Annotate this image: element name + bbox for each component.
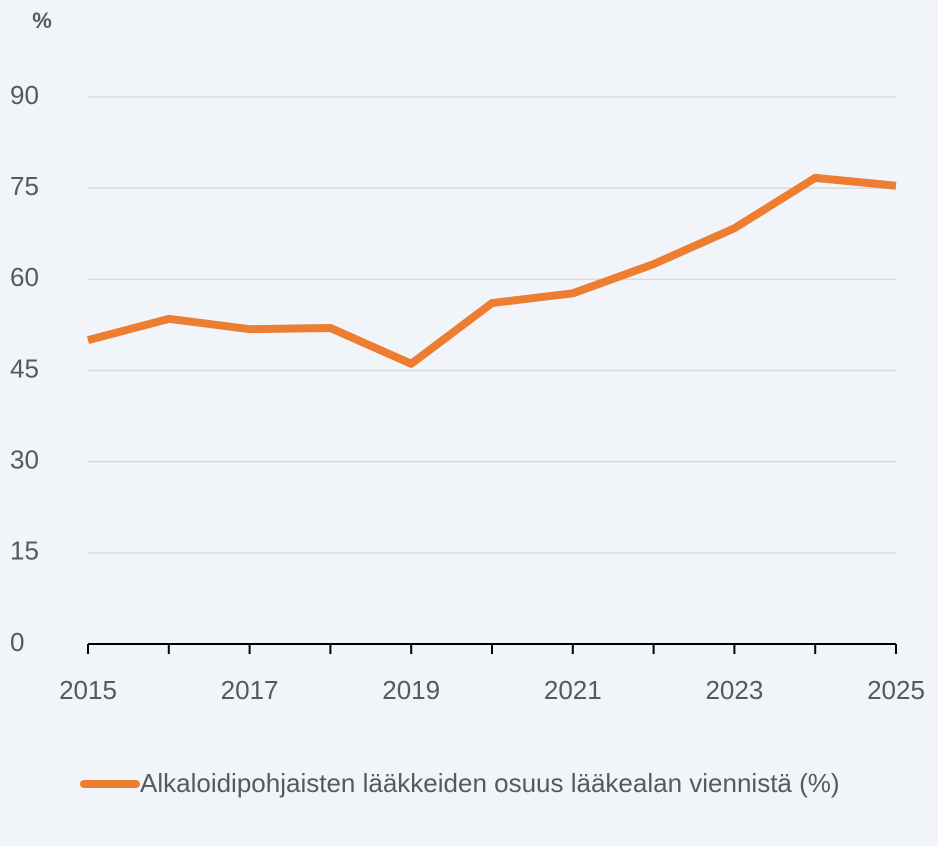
y-axis-label: % [32, 8, 52, 33]
legend-label: Alkaloidipohjaisten lääkkeiden osuus lää… [140, 768, 840, 798]
x-tick-label: 2017 [221, 675, 279, 705]
y-tick-label: 75 [10, 171, 39, 201]
x-tick-label: 2015 [59, 675, 117, 705]
y-tick-label: 60 [10, 262, 39, 292]
series-line [86, 173, 897, 368]
y-tick-label: 90 [10, 80, 39, 110]
y-tick-label: 0 [10, 627, 24, 657]
x-tick-label: 2021 [544, 675, 602, 705]
legend: Alkaloidipohjaisten lääkkeiden osuus lää… [80, 764, 900, 802]
y-tick-label: 30 [10, 445, 39, 475]
x-tick-label: 2025 [867, 675, 925, 705]
y-tick-label: 15 [10, 536, 39, 566]
legend-swatch [80, 780, 140, 788]
x-tick-label: 2023 [705, 675, 763, 705]
x-tick-label: 2019 [382, 675, 440, 705]
y-tick-label: 45 [10, 353, 39, 383]
